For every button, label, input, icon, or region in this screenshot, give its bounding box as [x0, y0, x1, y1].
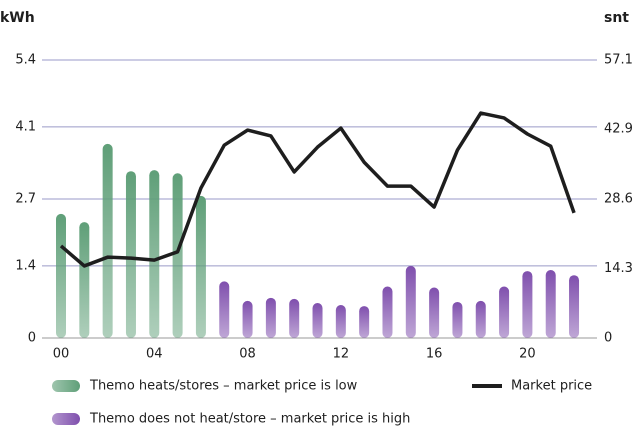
y-tick-label: 2.7: [15, 192, 36, 207]
y2-tick-label: 14.3: [604, 261, 633, 276]
bar: [312, 302, 323, 338]
bar: [452, 301, 463, 338]
x-tick-label: 16: [426, 347, 443, 362]
y2-axis-title: snt: [604, 10, 629, 26]
legend-label: Themo heats/stores – market price is low: [89, 379, 358, 394]
legend-label: Themo does not heat/store – market price…: [89, 412, 410, 427]
legend-swatch: [52, 413, 80, 425]
x-tick-label: 04: [146, 347, 163, 362]
y2-tick-label: 0: [604, 331, 612, 346]
y2-tick-label: 28.6: [604, 191, 633, 206]
y2-tick-label: 57.1: [604, 53, 633, 68]
bar: [475, 300, 486, 338]
legend-swatch: [52, 380, 80, 392]
bar: [149, 170, 160, 338]
bar: [405, 265, 416, 338]
y-tick-label: 5.4: [15, 53, 36, 68]
bar: [359, 306, 370, 338]
y2-tick-label: 42.9: [604, 122, 633, 137]
x-tick-label: 12: [333, 347, 350, 362]
bar: [429, 287, 440, 338]
bar: [242, 300, 253, 338]
bar: [56, 213, 66, 338]
bar: [125, 171, 136, 338]
bar: [289, 298, 300, 338]
bar: [195, 195, 206, 338]
x-tick-label: 08: [239, 347, 256, 362]
legend-label: Market price: [511, 379, 592, 394]
y-tick-label: 1.4: [15, 258, 36, 273]
y-tick-label: 0: [28, 331, 36, 346]
bar: [172, 173, 183, 338]
bar: [79, 222, 90, 338]
bar: [499, 286, 510, 338]
bar: [545, 270, 556, 338]
bar: [102, 143, 113, 338]
line: [59, 111, 576, 268]
y-tick-label: 4.1: [15, 119, 36, 134]
x-tick-label: 00: [53, 347, 70, 362]
bar: [265, 297, 276, 338]
bar: [335, 305, 346, 338]
bar: [219, 281, 230, 338]
bar: [569, 275, 580, 338]
x-tick-label: 20: [519, 347, 536, 362]
bar: [522, 271, 533, 338]
bar: [382, 286, 393, 338]
y-axis-title: kWh: [0, 10, 35, 26]
